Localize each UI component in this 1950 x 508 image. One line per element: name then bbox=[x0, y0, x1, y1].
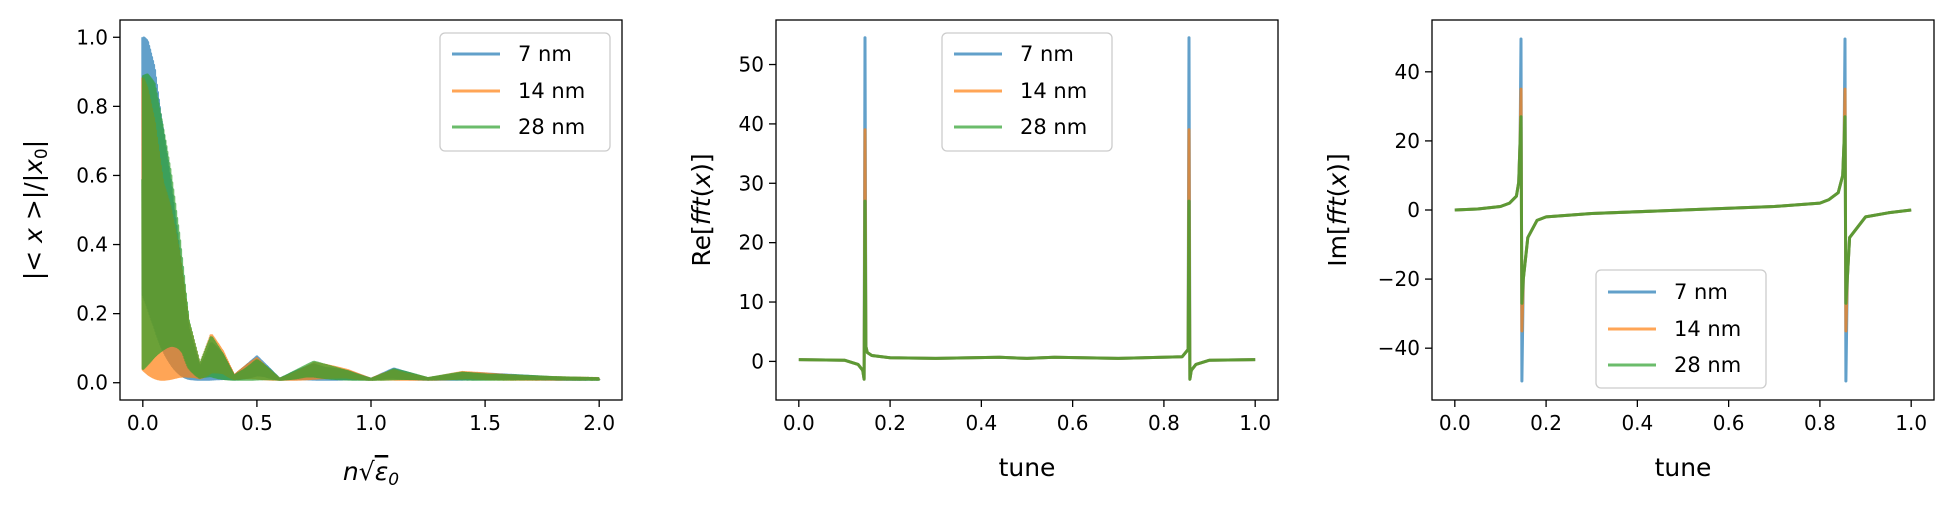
panel-3-y-label: Im[fft(x)] bbox=[1323, 153, 1352, 266]
x-tick-label: 1.0 bbox=[1895, 411, 1927, 435]
x-tick-label: 0.5 bbox=[241, 411, 273, 435]
panel-2-plot-area bbox=[798, 36, 1256, 381]
y-tick-label: 0 bbox=[1407, 198, 1420, 222]
panel-2-y-label: Re[fft(x)] bbox=[687, 153, 716, 266]
y-tick-label: 1.0 bbox=[76, 25, 108, 49]
legend-label-7nm: 7 nm bbox=[518, 42, 572, 66]
panel-2-y-ticks: 0 10 20 30 40 50 bbox=[739, 53, 776, 373]
x-tick-label: 1.0 bbox=[355, 411, 387, 435]
panel-1-plot-area bbox=[141, 36, 601, 381]
panel-1-x-ticks: 0.0 0.5 1.0 1.5 2.0 bbox=[127, 400, 615, 435]
y-tick-label: 50 bbox=[739, 53, 764, 77]
y-tick-label: 0.8 bbox=[76, 94, 108, 118]
panel-3-x-label: tune bbox=[1655, 453, 1712, 482]
series-line-28nm bbox=[141, 73, 601, 381]
panel-3-plot-area bbox=[1454, 37, 1912, 383]
y-tick-label: 0.0 bbox=[76, 371, 108, 395]
legend-label-28nm: 28 nm bbox=[518, 115, 585, 139]
y-tick-label: 40 bbox=[739, 112, 764, 136]
panel-2-x-ticks: 0.0 0.2 0.4 0.6 0.8 1.0 bbox=[783, 400, 1271, 435]
y-tick-label: 20 bbox=[739, 231, 764, 255]
y-tick-label: 0.2 bbox=[76, 302, 108, 326]
x-tick-label: 0.4 bbox=[1621, 411, 1653, 435]
x-tick-label: 0.0 bbox=[1439, 411, 1471, 435]
legend-label-14nm: 14 nm bbox=[518, 79, 585, 103]
series-line-28nm bbox=[798, 199, 1256, 381]
x-tick-label: 0.4 bbox=[965, 411, 997, 435]
legend-label-7nm: 7 nm bbox=[1674, 280, 1728, 304]
y-tick-label: 0 bbox=[751, 349, 764, 373]
y-tick-label: 30 bbox=[739, 171, 764, 195]
y-tick-label: −40 bbox=[1378, 336, 1420, 360]
panel-3: 0.0 0.2 0.4 0.6 0.8 1.0 −40 −20 0 20 40 tune Im[f… bbox=[1323, 19, 1935, 482]
legend-label-28nm: 28 nm bbox=[1020, 115, 1087, 139]
y-tick-label: 40 bbox=[1395, 60, 1420, 84]
panel-2-legend: 7 nm 14 nm 28 nm bbox=[941, 32, 1113, 152]
y-tick-label: −20 bbox=[1378, 267, 1420, 291]
x-tick-label: 0.0 bbox=[783, 411, 815, 435]
panel-3-y-ticks: −40 −20 0 20 40 bbox=[1378, 60, 1432, 360]
x-tick-label: 0.8 bbox=[1804, 411, 1836, 435]
y-tick-label: 0.4 bbox=[76, 233, 108, 257]
x-tick-label: 2.0 bbox=[583, 411, 615, 435]
panel-2-frame bbox=[775, 19, 1279, 401]
panel-3-legend: 7 nm 14 nm 28 nm bbox=[1595, 269, 1767, 389]
legend-frame bbox=[439, 32, 611, 152]
panel-1: 0.0 0.5 1.0 1.5 2.0 0.00.20.40.60.81.0 n√ε0 … bbox=[19, 19, 623, 490]
legend-label-14nm: 14 nm bbox=[1674, 317, 1741, 341]
panel-1-x-label: n√ε0 bbox=[343, 457, 399, 490]
panel-1-y-ticks: 0.0 0.2 0.4 0.6 0.8 1.0 bbox=[76, 25, 120, 395]
x-tick-label: 0.6 bbox=[1057, 411, 1089, 435]
panel-1-legend: 7 nm 14 nm 28 nm bbox=[439, 32, 611, 152]
x-tick-label: 0.6 bbox=[1713, 411, 1745, 435]
y-tick-label: 20 bbox=[1395, 129, 1420, 153]
panel-1-y-label: |< x >|/|x0| bbox=[19, 140, 52, 280]
panel-2-x-label: tune bbox=[999, 453, 1056, 482]
series-line-28nm bbox=[1454, 115, 1912, 305]
x-tick-label: 1.0 bbox=[1239, 411, 1271, 435]
x-tick-label: 0.2 bbox=[874, 411, 906, 435]
legend-label-14nm: 14 nm bbox=[1020, 79, 1087, 103]
x-tick-label: 0.8 bbox=[1148, 411, 1180, 435]
y-tick-label: 10 bbox=[739, 290, 764, 314]
panel-2: 0.0 0.2 0.4 0.6 0.8 1.0 0 10 20 30 40 50 tune Re[f… bbox=[687, 19, 1279, 482]
x-tick-label: 0.2 bbox=[1530, 411, 1562, 435]
legend-frame bbox=[1595, 269, 1767, 389]
legend-label-28nm: 28 nm bbox=[1674, 353, 1741, 377]
legend-label-7nm: 7 nm bbox=[1020, 42, 1074, 66]
legend-frame bbox=[941, 32, 1113, 152]
x-tick-label: 0.0 bbox=[127, 411, 159, 435]
panel-3-x-ticks: 0.0 0.2 0.4 0.6 0.8 1.0 bbox=[1439, 400, 1927, 435]
y-tick-label: 0.6 bbox=[76, 163, 108, 187]
x-tick-label: 1.5 bbox=[469, 411, 501, 435]
